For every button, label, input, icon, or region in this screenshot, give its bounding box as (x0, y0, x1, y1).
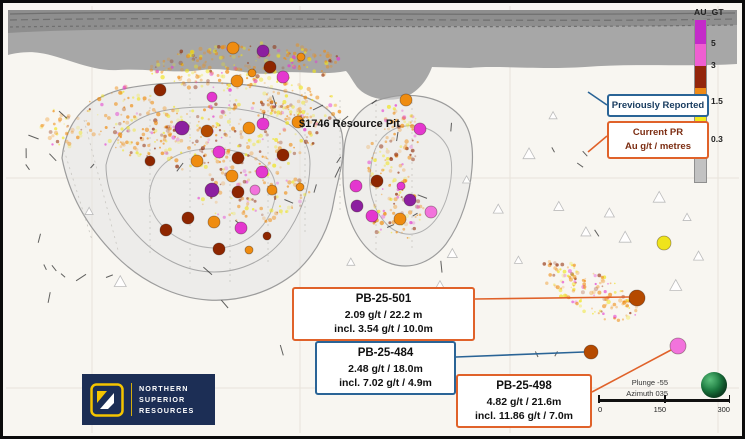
logo-mark-icon (90, 382, 124, 417)
colorbar-labels: 5 3 1.5 0.3 (711, 38, 723, 144)
scale-bar-line (598, 395, 730, 403)
legend-current-pr: Current PR Au g/t / metres (607, 121, 709, 159)
callout-pb-25-484: PB-25-484 2.48 g/t / 18.0m incl. 7.02 g/… (315, 341, 456, 395)
drill-intercept-dot (207, 215, 221, 229)
drill-intercept-dot (212, 242, 226, 256)
scale-label-start: 0 (598, 405, 603, 414)
orientation-sphere-icon (701, 372, 727, 398)
drill-intercept-dot (256, 44, 270, 58)
drill-intercept-dot (231, 185, 245, 199)
drill-intercept-dot (583, 344, 599, 360)
drill-intercept-dot (350, 199, 364, 213)
callout-included-intercept: incl. 3.54 g/t / 10.0m (334, 322, 433, 335)
drill-intercept-dot (349, 179, 363, 193)
plunge-label: Plunge -55 (631, 378, 668, 387)
leader-pb-25-501 (474, 296, 630, 300)
drill-intercept-dot (174, 120, 190, 136)
legend-tick-current-pr (587, 135, 608, 153)
azimuth-label: Azimuth 035 (626, 389, 668, 399)
callout-pb-25-498: PB-25-498 4.82 g/t / 21.6m incl. 11.86 g… (456, 374, 592, 428)
leader-pb-25-498 (591, 349, 672, 393)
drill-intercept-dot (181, 211, 195, 225)
logo-line: NORTHERN (139, 383, 189, 393)
drill-intercept-dot (244, 245, 254, 255)
drill-intercept-dot (263, 60, 277, 74)
logo-wordmark: NORTHERN SUPERIOR RESOURCES (131, 382, 195, 417)
drill-intercept-dot (669, 337, 687, 355)
callout-pb-25-501: PB-25-501 2.09 g/t / 22.2 m incl. 3.54 g… (292, 287, 475, 341)
drill-intercept-dot (399, 93, 413, 107)
callout-intercept: 2.09 g/t / 22.2 m (344, 308, 423, 321)
legend-previously-reported: Previously Reported (607, 94, 709, 117)
drill-intercept-dot (144, 155, 156, 167)
legend-current-pr-line2: Au g/t / metres (625, 140, 691, 152)
drill-intercept-dot (242, 121, 256, 135)
resource-pit-label: $1746 Resource Pit (299, 118, 400, 130)
drill-intercept-dot (153, 83, 167, 97)
drill-intercept-dot (249, 184, 261, 196)
callout-title: PB-25-484 (357, 347, 414, 359)
drill-intercept-dot (396, 181, 406, 191)
drill-intercept-dot (256, 117, 270, 131)
leader-pb-25-484 (455, 351, 585, 358)
drill-intercept-dot (370, 174, 384, 188)
drill-intercept-dot (234, 221, 248, 235)
callout-intercept: 4.82 g/t / 21.6m (486, 395, 562, 408)
company-logo: NORTHERN SUPERIOR RESOURCES (82, 374, 215, 425)
drill-intercept-dot (276, 70, 290, 84)
scale-label-end: 300 (717, 405, 730, 414)
callout-included-intercept: incl. 11.86 g/t / 7.0m (474, 409, 574, 422)
drill-intercept-dot (230, 74, 244, 88)
drill-intercept-dot (628, 289, 646, 307)
drill-intercept-dot (365, 209, 379, 223)
logo-line: RESOURCES (139, 406, 195, 416)
colorbar-title: AU_GT (694, 7, 724, 17)
overburden-band (8, 10, 737, 100)
callout-intercept: 2.48 g/t / 18.0m (348, 362, 423, 375)
drill-intercept-dot (413, 122, 427, 136)
drill-intercept-dot (656, 235, 672, 251)
drill-intercept-dot (190, 154, 204, 168)
callout-leader-lines (455, 91, 672, 393)
orientation-label: Plunge -55 Azimuth 035 (606, 377, 668, 400)
drill-intercept-dot (212, 145, 226, 159)
drill-intercept-dot (262, 231, 272, 241)
drill-intercept-dot (403, 193, 417, 207)
legend-current-pr-line1: Current PR (632, 127, 684, 138)
legend-previously-reported-label: Previously Reported (611, 100, 705, 111)
drill-intercept-dot (276, 148, 290, 162)
logo-line: SUPERIOR (139, 394, 186, 404)
structure-tick-marks (25, 95, 600, 360)
drill-intercept-dot (296, 52, 306, 62)
drill-intercept-dot (226, 41, 240, 55)
drill-intercept-dot (206, 91, 218, 103)
callout-title: PB-25-498 (496, 380, 552, 392)
pit-shell-outlines (61, 81, 474, 301)
callout-included-intercept: incl. 7.02 g/t / 4.9m (339, 376, 432, 389)
drill-intercept-dot (295, 182, 305, 192)
drill-intercept-dots (144, 41, 687, 360)
drill-intercept-dot (424, 205, 438, 219)
drill-intercept-dot (231, 151, 245, 165)
callout-title: PB-25-501 (355, 293, 412, 305)
drill-intercept-dot (266, 184, 278, 196)
legend-tick-previously-reported (587, 91, 608, 106)
drill-intercept-dot (200, 124, 214, 138)
drill-intercept-dot (159, 223, 173, 237)
drill-intercept-dot (204, 182, 220, 198)
scale-label-mid: 150 (653, 405, 667, 414)
drill-intercept-dot (255, 165, 269, 179)
drill-intercept-dot (393, 212, 407, 226)
drill-intercept-dot (225, 169, 239, 183)
scale-bar: 0 150 300 (598, 395, 730, 414)
drill-intercept-dot (247, 68, 257, 78)
drill-intercept-dot (291, 115, 305, 129)
